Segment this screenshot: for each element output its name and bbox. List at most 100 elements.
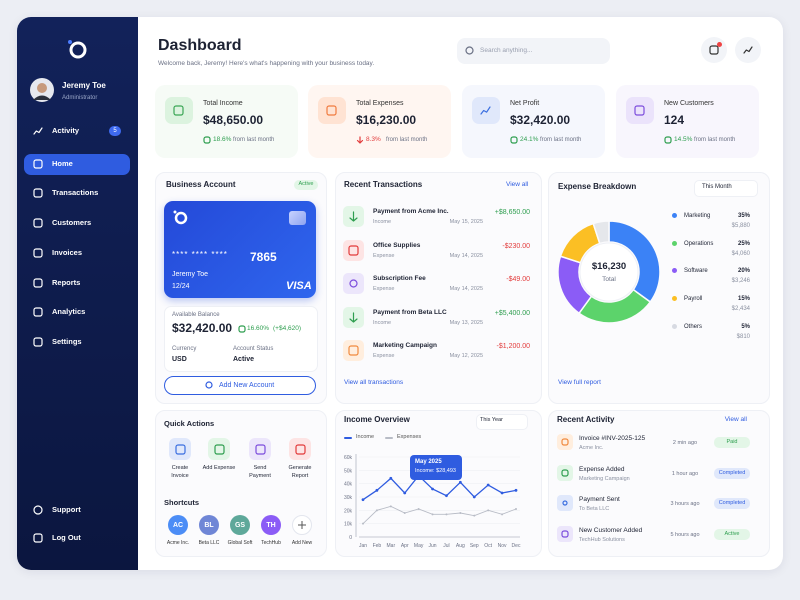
icon-shape xyxy=(561,468,569,477)
legend-dot xyxy=(672,240,677,246)
add-account-button[interactable] xyxy=(164,376,316,395)
quick-action-button[interactable] xyxy=(289,438,311,460)
icon xyxy=(561,468,569,477)
activity-subtitle: To Beta LLC xyxy=(579,506,610,512)
shortcut-initials: GS xyxy=(234,522,246,529)
icon-shape xyxy=(480,106,491,115)
nav-item[interactable]: Activity xyxy=(52,126,80,135)
currency-value: USD xyxy=(172,356,187,363)
activity-status-pill xyxy=(714,437,750,448)
period-select[interactable] xyxy=(694,180,758,197)
icon-shape xyxy=(298,521,306,529)
icon xyxy=(561,438,569,446)
transaction-amount: -$49.00 xyxy=(506,276,530,283)
icon-shape xyxy=(356,136,364,144)
legend-label: Income xyxy=(356,434,375,440)
legend-label: Expenses xyxy=(397,434,422,440)
x-tick-label: Nov xyxy=(498,543,507,549)
period-select[interactable] xyxy=(476,414,528,430)
nav-item[interactable]: Reports xyxy=(52,278,81,287)
transaction-amount: -$230.00 xyxy=(502,242,530,250)
tooltip xyxy=(410,455,462,480)
stat-value: $48,650.00 xyxy=(203,113,264,127)
icon-shape xyxy=(214,444,225,455)
search-box[interactable] xyxy=(457,38,610,64)
quick-action-button[interactable] xyxy=(249,438,271,460)
icon-shape xyxy=(348,345,359,356)
logo-ring xyxy=(69,41,87,59)
icon xyxy=(205,381,213,389)
nav-item[interactable]: Analytics xyxy=(52,307,86,316)
filter-button[interactable] xyxy=(735,37,761,63)
donut-hole xyxy=(579,242,639,302)
series-point xyxy=(389,476,393,480)
status-pill xyxy=(294,180,318,190)
icon-shape xyxy=(238,325,246,333)
x-tick-label: Sep xyxy=(470,543,479,549)
icon-shape xyxy=(561,529,569,538)
legend-label: Payroll xyxy=(684,296,703,303)
series-point xyxy=(501,513,504,516)
page-subtitle: Welcome back, Jeremy! Here's what's happ… xyxy=(158,60,375,67)
series-point xyxy=(431,487,434,491)
series-point xyxy=(445,494,448,498)
search-placeholder: Search anything... xyxy=(480,47,533,54)
icon xyxy=(33,533,43,543)
icon-shape xyxy=(33,278,43,288)
stat-value: $16,230.00 xyxy=(356,113,417,127)
legend-dot xyxy=(672,323,677,329)
icon-shape xyxy=(349,311,358,323)
activity-time: 2 min ago xyxy=(672,440,698,446)
shortcut-avatar[interactable] xyxy=(261,515,281,535)
legend-amount: $3,246 xyxy=(731,278,750,285)
series-point xyxy=(458,480,462,484)
nav-item[interactable]: Customers xyxy=(52,218,92,227)
transaction-name: Payment from Acme Inc. xyxy=(373,208,449,215)
series-point xyxy=(403,491,407,495)
shortcut-initials: TH xyxy=(266,522,276,529)
icon-shape xyxy=(348,244,359,256)
icon xyxy=(480,106,491,115)
legend-label: Others xyxy=(684,323,703,330)
quick-action-button[interactable] xyxy=(208,438,230,460)
stat-change: 18.6% xyxy=(213,136,232,143)
stat-note: from last month xyxy=(233,137,275,143)
icon xyxy=(561,529,569,538)
icon xyxy=(255,444,266,455)
series-point xyxy=(459,512,462,514)
shortcut-label: Beta LLC xyxy=(198,540,220,546)
shortcut-avatar[interactable] xyxy=(230,515,250,535)
nav-item[interactable]: Log Out xyxy=(52,533,81,542)
quick-action-button[interactable] xyxy=(169,438,191,460)
card-holder: Jeremy Toe xyxy=(172,271,209,278)
legend-label: Marketing xyxy=(684,213,711,219)
activity-time: 5 hours ago xyxy=(670,531,700,538)
notification-button[interactable] xyxy=(701,37,727,63)
card-number-mask: **** **** **** xyxy=(172,250,228,259)
icon xyxy=(214,444,225,455)
nav-item[interactable]: Invoices xyxy=(52,248,83,257)
nav-item[interactable]: Transactions xyxy=(52,188,99,197)
series-point xyxy=(389,505,392,508)
nav-item[interactable]: Home xyxy=(52,159,73,168)
series-point xyxy=(375,488,379,492)
activity-time: 3 hours ago xyxy=(670,501,700,507)
view-full-report-link[interactable]: View full report xyxy=(558,379,601,386)
nav-item[interactable]: Support xyxy=(52,505,81,514)
panel xyxy=(335,172,542,404)
icon-shape xyxy=(33,127,43,135)
view-all-transactions-link[interactable]: View all transactions xyxy=(344,379,404,386)
shortcut-avatar[interactable] xyxy=(168,515,188,535)
icon-shape xyxy=(33,505,43,515)
view-all-link[interactable]: View all xyxy=(724,416,747,423)
icon-shape xyxy=(33,248,43,258)
icon-shape xyxy=(175,444,186,455)
tooltip-title: May 2025 xyxy=(415,459,442,465)
nav-item[interactable]: Settings xyxy=(52,337,82,346)
legend-percent: 35% xyxy=(737,213,750,219)
legend-amount: $2,434 xyxy=(731,306,750,313)
shortcut-avatar[interactable] xyxy=(199,515,219,535)
view-all-link[interactable]: View all xyxy=(506,181,529,188)
transaction-icon-box xyxy=(343,239,364,261)
balance-value: $32,420.00 xyxy=(172,321,233,335)
